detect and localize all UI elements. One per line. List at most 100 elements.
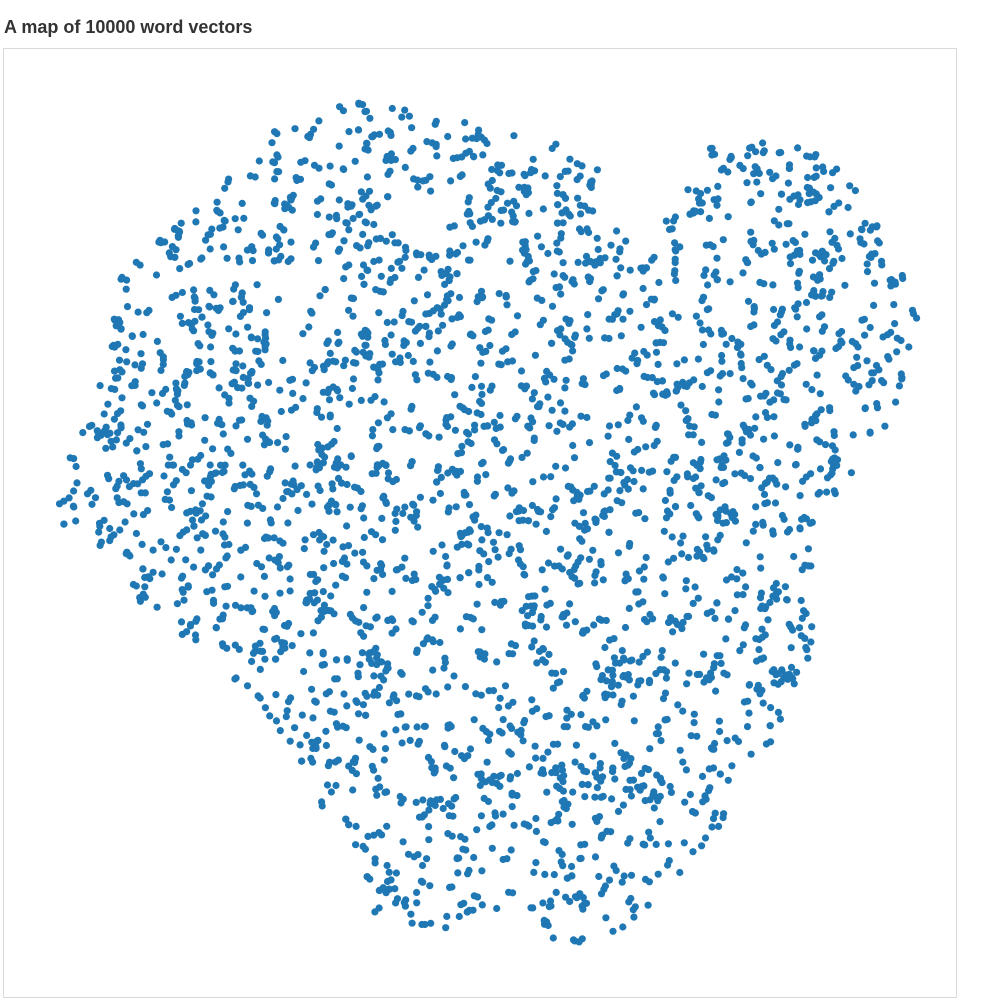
data-point [261,328,269,336]
data-point [287,196,295,204]
data-point [324,358,333,366]
data-point [708,823,716,831]
data-point [173,390,181,398]
data-point [733,566,741,574]
data-point [88,421,96,429]
data-point [247,369,256,377]
data-point [262,340,270,348]
data-point [125,483,133,491]
data-point [490,772,498,780]
data-point [284,698,293,706]
data-point [746,475,755,483]
data-point [699,340,708,349]
data-point [764,616,772,624]
data-point [661,326,669,335]
data-point [381,745,390,753]
data-point [321,453,329,461]
data-point [415,693,423,701]
data-point [469,906,477,914]
data-point [360,632,368,640]
data-point [529,478,537,486]
data-point [276,727,284,735]
data-point [335,338,343,346]
data-point [420,722,428,731]
data-point [288,490,296,498]
data-point [111,343,119,351]
data-point [317,445,325,453]
data-point [583,487,592,496]
data-point [366,623,374,631]
data-point [442,552,450,561]
data-point [741,621,750,629]
data-point [747,322,755,331]
data-point [122,476,131,484]
data-point [359,548,367,556]
data-point [674,383,682,392]
data-point [645,679,654,687]
data-point [492,194,500,202]
data-point [537,508,545,516]
data-point [432,690,440,698]
data-point [790,552,798,561]
data-point [536,321,544,329]
data-point [610,654,619,662]
data-point [462,135,470,143]
data-point [739,421,747,429]
data-point [400,899,408,907]
data-point [561,384,569,392]
data-point [713,254,721,262]
data-point [532,754,540,762]
data-point [450,222,458,230]
data-point [515,183,523,191]
data-point [696,465,704,473]
data-point [649,791,657,799]
data-point [524,422,532,430]
data-point [212,304,220,312]
data-point [452,503,460,511]
data-point [231,675,239,683]
data-point [380,398,388,406]
data-point [637,414,646,422]
data-point [626,266,634,274]
data-point [220,216,228,224]
data-point [477,812,485,820]
data-point [508,803,516,811]
data-point [193,615,201,623]
data-point [414,851,422,859]
data-point [110,315,118,323]
data-point [385,699,393,707]
data-point [626,464,635,472]
data-point [370,672,378,680]
data-point [360,533,368,542]
data-point [349,359,358,367]
data-point [793,313,801,321]
data-point [739,165,747,173]
data-point [466,219,474,227]
data-point [581,381,589,389]
data-point [239,362,247,370]
data-point [339,543,347,551]
data-point [503,855,511,863]
data-point [152,271,161,279]
data-point [314,482,322,490]
data-point [841,281,849,289]
data-point [248,402,256,410]
data-point [649,467,657,475]
data-point [480,794,488,803]
data-point [598,287,606,295]
data-point [790,192,798,200]
data-point [361,341,369,349]
data-point [132,582,140,590]
data-point [397,799,405,807]
data-point [351,346,359,354]
data-point [664,840,673,848]
data-point [229,297,237,305]
data-point [627,894,635,903]
data-point [497,361,505,369]
data-point [215,384,223,392]
data-point [263,309,271,317]
data-point [635,567,644,575]
data-point [514,556,523,564]
data-point [644,373,652,382]
data-point [761,500,769,508]
